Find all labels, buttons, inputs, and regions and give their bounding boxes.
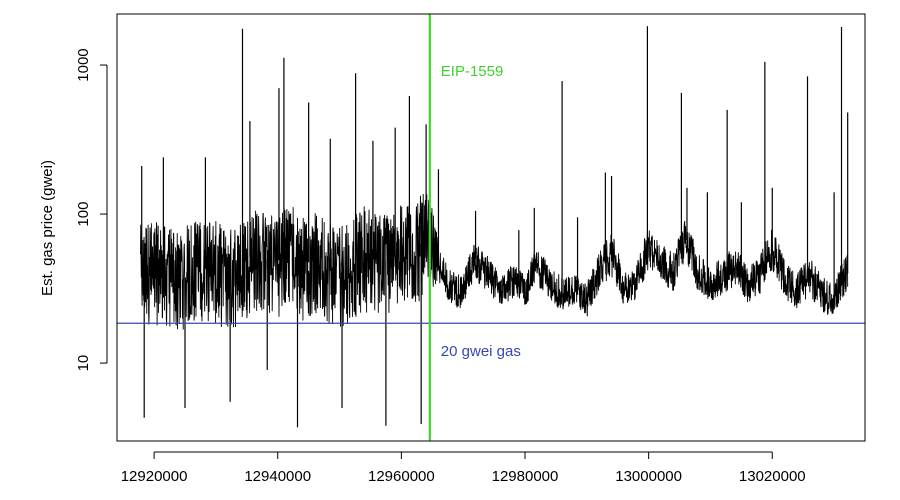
y-tick-label: 10: [75, 355, 92, 372]
y-tick-label: 100: [75, 202, 92, 227]
y-tick-label: 1000: [75, 48, 92, 81]
x-tick-label: 13020000: [739, 468, 806, 485]
x-tick-label: 12960000: [368, 468, 435, 485]
y-axis: 10 100 1000: [75, 48, 108, 372]
x-tick-label: 12980000: [492, 468, 559, 485]
x-tick-label: 13000000: [615, 468, 682, 485]
plot-frame: [116, 13, 866, 442]
x-axis: 12920000 12940000 12960000 12980000 13000000…: [121, 451, 806, 485]
x-tick-label: 12920000: [121, 468, 188, 485]
gas-20-gwei-label: 20 gwei gas: [441, 343, 521, 360]
plot-area: [117, 14, 865, 441]
eip-1559-label: EIP-1559: [441, 63, 504, 80]
y-axis-title: Est. gas price (gwei): [39, 160, 56, 296]
x-tick-label: 12940000: [244, 468, 311, 485]
gas-price-series-line: [140, 193, 849, 330]
